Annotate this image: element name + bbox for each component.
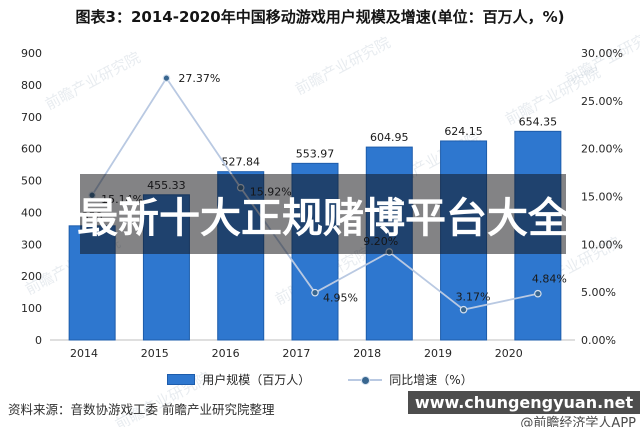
x-axis-label-2019: 2019 — [424, 347, 452, 360]
left-axis-tick: 900 — [21, 47, 42, 60]
bar-value-label-2018: 604.95 — [370, 131, 409, 144]
x-axis-label-2020: 2020 — [495, 347, 523, 360]
x-axis-label-2016: 2016 — [212, 347, 240, 360]
growth-value-label-2017: 4.95% — [323, 292, 358, 305]
legend-label-growth: 同比增速（%） — [389, 373, 473, 387]
left-axis-tick: 0 — [35, 334, 42, 347]
line-swatch-marker — [361, 376, 371, 385]
right-axis-tick: 30.00% — [581, 47, 623, 60]
chart-title: 图表3：2014-2020年中国移动游戏用户规模及增速(单位：百万人，%) — [75, 8, 565, 26]
chart-legend: 用户规模（百万人） 同比增速（%） — [0, 371, 640, 388]
left-axis-tick: 500 — [21, 175, 42, 188]
line-series-swatch — [348, 375, 383, 385]
growth-point-2017 — [311, 288, 319, 297]
legend-label-users: 用户规模（百万人） — [202, 373, 311, 387]
growth-point-2019 — [459, 305, 468, 314]
bar-value-label-2020: 654.35 — [519, 115, 558, 128]
right-axis-tick: 25.00% — [581, 95, 623, 108]
growth-point-2020 — [534, 289, 542, 298]
left-axis-tick: 100 — [21, 302, 42, 315]
right-axis-tick: 0.00% — [581, 334, 616, 347]
growth-point-2015 — [162, 74, 171, 82]
right-axis-tick: 15.00% — [581, 191, 623, 204]
site-watermark: www.chungengyuan.net — [408, 391, 640, 414]
x-axis-label-2015: 2015 — [141, 347, 169, 360]
data-source-note: 资料来源：音数协游戏工委 前瞻产业研究院整理 — [8, 402, 275, 417]
bar-value-label-2016: 527.84 — [221, 156, 260, 169]
growth-value-label-2015: 27.37% — [178, 72, 220, 85]
site-watermark-text: www.chungengyuan.net — [414, 393, 634, 412]
x-axis-label-2014: 2014 — [70, 347, 98, 360]
app-handle-watermark: @前瞻经济学人APP — [520, 416, 636, 427]
right-axis-tick: 10.00% — [581, 238, 623, 251]
bar-series-swatch — [167, 374, 196, 385]
left-axis-tick: 300 — [21, 238, 42, 251]
overlay-ad-banner-text: 最新十大正规赌博平台大全 — [77, 194, 569, 242]
legend-item-users: 用户规模（百万人） — [167, 371, 310, 388]
bar-value-label-2019: 624.15 — [444, 125, 483, 138]
legend-item-growth: 同比增速（%） — [348, 371, 473, 388]
x-axis-label-2018: 2018 — [353, 347, 381, 360]
growth-value-label-2019: 3.17% — [456, 291, 491, 304]
left-axis-tick: 400 — [21, 206, 42, 219]
left-axis-tick: 600 — [21, 143, 42, 156]
right-axis-tick: 20.00% — [581, 143, 623, 156]
left-axis-tick: 200 — [21, 270, 42, 283]
overlay-ad-banner: 最新十大正规赌博平台大全 — [77, 174, 569, 254]
growth-value-label-2020: 4.84% — [532, 273, 567, 286]
right-axis-tick: 5.00% — [581, 286, 616, 299]
left-axis-tick: 800 — [21, 79, 42, 92]
x-axis-label-2017: 2017 — [282, 347, 310, 360]
left-axis-tick: 700 — [21, 111, 42, 124]
bar-value-label-2017: 553.97 — [296, 147, 335, 160]
